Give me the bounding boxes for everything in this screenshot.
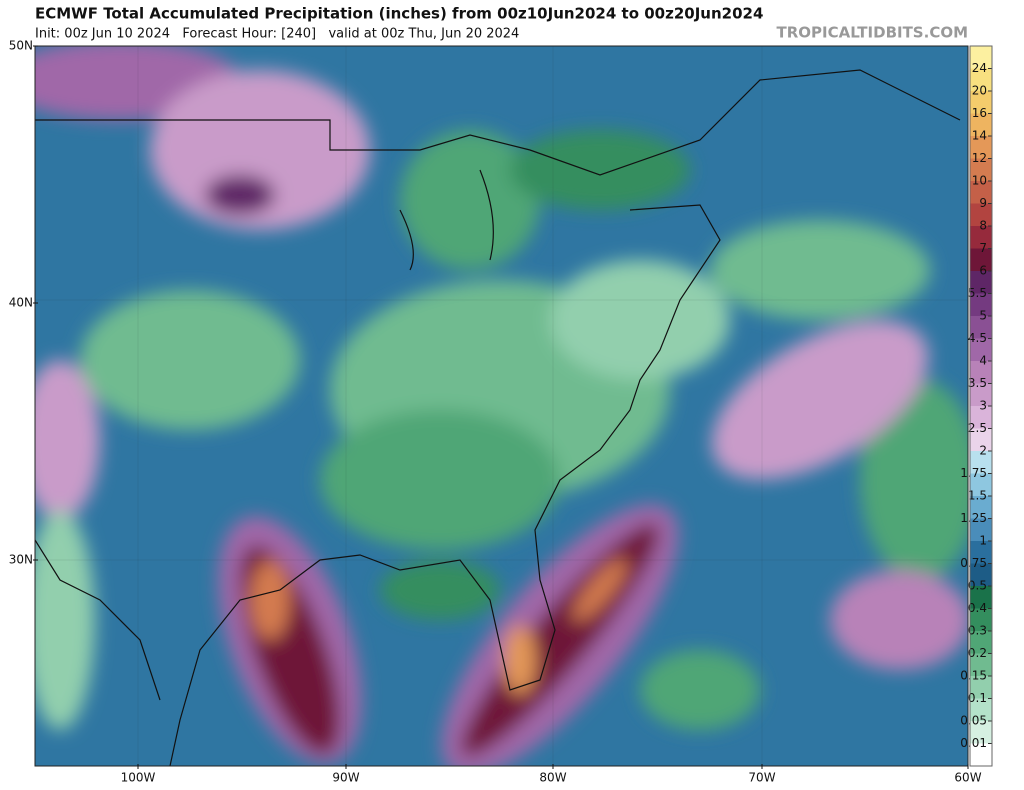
colorbar-segment	[970, 496, 992, 519]
colorbar-label: 0.4	[968, 601, 987, 615]
colorbar-label: 0.15	[960, 669, 987, 683]
watermark: TROPICALTIDBITS.COM	[777, 24, 969, 42]
colorbar-segment	[970, 226, 992, 249]
colorbar-label: 0.3	[968, 624, 987, 638]
colorbar-segment	[970, 68, 992, 91]
colorbar-label: 24	[972, 61, 987, 75]
colorbar-label: 1.5	[968, 489, 987, 503]
colorbar-label: 20	[972, 84, 987, 98]
colorbar-segment	[970, 541, 992, 564]
colorbar-segment	[970, 203, 992, 226]
colorbar-segment	[970, 721, 992, 744]
colorbar-segment	[970, 136, 992, 159]
colorbar-segment	[970, 631, 992, 654]
colorbar-segment	[970, 91, 992, 114]
colorbar-segment	[970, 473, 992, 496]
colorbar-segment	[970, 653, 992, 676]
colorbar-segment	[970, 608, 992, 631]
colorbar-label: 12	[972, 151, 987, 165]
colorbar-segment	[970, 271, 992, 294]
colorbar-segment	[970, 316, 992, 339]
colorbar-frame	[969, 45, 993, 767]
subtitle: Init: 00z Jun 10 2024 Forecast Hour: [24…	[35, 27, 519, 42]
colorbar-label: 0.75	[960, 556, 987, 570]
lat-label: 40N	[9, 296, 33, 310]
colorbar-label: 10	[972, 174, 987, 188]
title: ECMWF Total Accumulated Precipitation (i…	[35, 5, 763, 23]
colorbar-label: 3	[979, 399, 987, 413]
colorbar-segment	[970, 586, 992, 609]
lon-label: 90W	[332, 771, 359, 785]
colorbar-segment	[970, 181, 992, 204]
colorbar-label: 0.1	[968, 691, 987, 705]
colorbar-label: 2	[979, 444, 987, 458]
colorbar-label: 7	[979, 241, 987, 255]
colorbar-segment	[970, 293, 992, 316]
colorbar-segment	[970, 113, 992, 136]
colorbar-label: 0.01	[960, 736, 987, 750]
lon-label: 60W	[954, 771, 981, 785]
colorbar-label: 4.5	[968, 331, 987, 345]
precip-map	[35, 46, 968, 766]
colorbar-segment	[970, 46, 992, 69]
colorbar-segment	[970, 248, 992, 271]
colorbar-segment	[970, 518, 992, 541]
colorbar-label: 16	[972, 106, 987, 120]
colorbar-label: 3.5	[968, 376, 987, 390]
lon-label: 70W	[748, 771, 775, 785]
colorbar-label: 2.5	[968, 421, 987, 435]
colorbar-segment	[970, 383, 992, 406]
colorbar-label: 1.75	[960, 466, 987, 480]
colorbar-label: 14	[972, 129, 987, 143]
colorbar-label: 5.5	[968, 286, 987, 300]
colorbar-label: 0.5	[968, 579, 987, 593]
lon-label: 100W	[121, 771, 156, 785]
colorbar-segment	[970, 698, 992, 721]
colorbar-label: 6	[979, 264, 987, 278]
colorbar-label: 1	[979, 534, 987, 548]
colorbar-segment	[970, 743, 992, 766]
colorbar-label: 9	[979, 196, 987, 210]
colorbar-segment	[970, 158, 992, 181]
colorbar-segment	[970, 676, 992, 699]
lat-label: 50N	[9, 39, 33, 53]
colorbar-label: 1.25	[960, 511, 987, 525]
colorbar-segment	[970, 406, 992, 429]
lon-label: 80W	[539, 771, 566, 785]
lat-label: 30N	[9, 553, 33, 567]
colorbar-label: 8	[979, 219, 987, 233]
colorbar-label: 5	[979, 309, 987, 323]
colorbar-label: 4	[979, 354, 987, 368]
colorbar-segment	[970, 563, 992, 586]
colorbar-segment	[970, 428, 992, 451]
colorbar-segment	[970, 338, 992, 361]
colorbar-segment	[970, 361, 992, 384]
colorbar-label: 0.2	[968, 646, 987, 660]
colorbar-segment	[970, 451, 992, 474]
colorbar-label: 0.05	[960, 714, 987, 728]
colorbar: 0.01 0.05 0.1 0.15 0.2 0.3 0.4 0.5 0.75 1 1.25 1.5 1…	[960, 45, 993, 767]
